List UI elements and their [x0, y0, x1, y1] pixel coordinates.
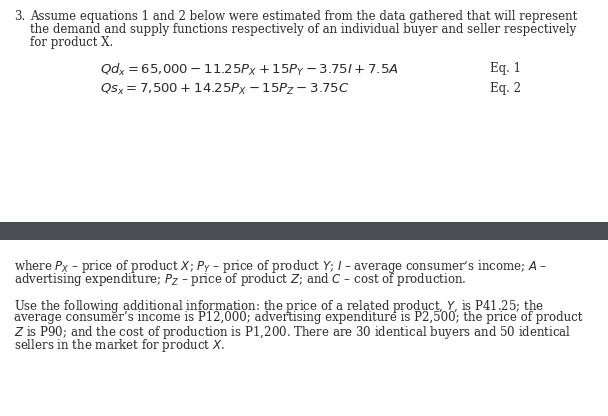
Text: Eq. 1: Eq. 1 — [490, 62, 521, 75]
Text: the demand and supply functions respectively of an individual buyer and seller r: the demand and supply functions respecti… — [30, 23, 576, 36]
Text: advertising expenditure; $P_Z$ – price of product $Z$; and $C$ – cost of product: advertising expenditure; $P_Z$ – price o… — [14, 271, 466, 288]
Text: for product X.: for product X. — [30, 36, 113, 49]
Text: $\mathit{Qd}_x = 65{,}000 - 11.25\mathit{P}_X + 15\mathit{P}_Y - 3.75\mathit{I} : $\mathit{Qd}_x = 65{,}000 - 11.25\mathit… — [100, 62, 399, 78]
Bar — [0, 222, 608, 240]
Text: where $P_X$ – price of product $X$; $P_Y$ – price of product $Y$; $I$ – average : where $P_X$ – price of product $X$; $P_Y… — [14, 258, 547, 275]
Text: 3.: 3. — [14, 10, 26, 23]
Text: sellers in the market for product $X$.: sellers in the market for product $X$. — [14, 337, 225, 354]
Text: $Z$ is P90; and the cost of production is P1,200. There are 30 identical buyers : $Z$ is P90; and the cost of production i… — [14, 324, 572, 341]
Text: Eq. 2: Eq. 2 — [490, 82, 521, 95]
Text: Assume equations 1 and 2 below were estimated from the data gathered that will r: Assume equations 1 and 2 below were esti… — [30, 10, 577, 23]
Text: $\mathit{Qs}_x = 7{,}500 + 14.25\mathit{P}_X - 15\mathit{P}_Z - 3.75\mathit{C}$: $\mathit{Qs}_x = 7{,}500 + 14.25\mathit{… — [100, 82, 350, 97]
Text: average consumer’s income is P12,000; advertising expenditure is P2,500; the pri: average consumer’s income is P12,000; ad… — [14, 311, 582, 324]
Text: Use the following additional information: the price of a related product, $Y$, i: Use the following additional information… — [14, 298, 544, 315]
